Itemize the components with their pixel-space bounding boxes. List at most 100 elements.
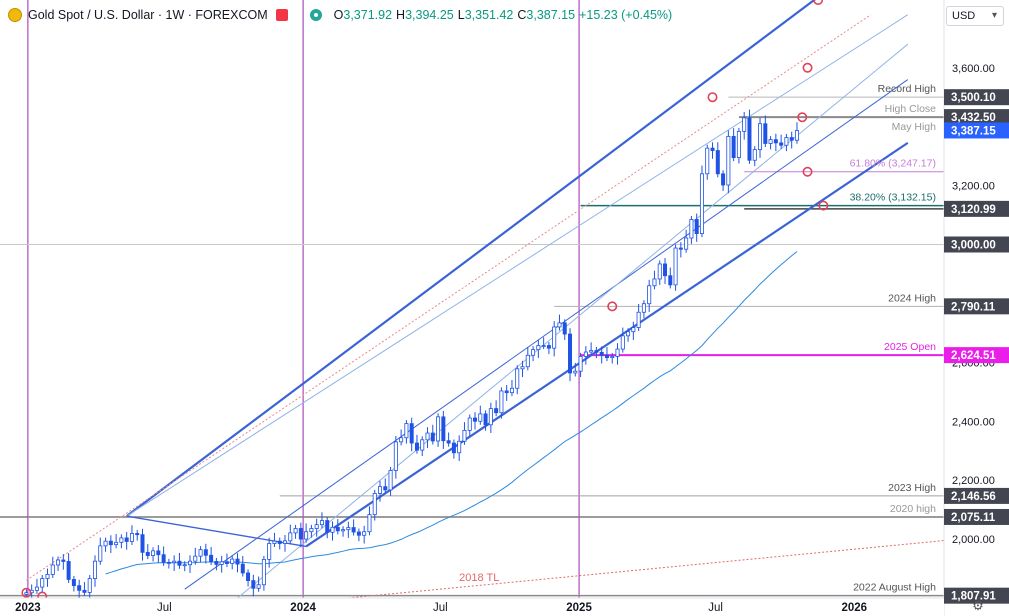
pivot-marker-4	[707, 92, 718, 103]
candle	[198, 546, 203, 563]
candle-body	[657, 263, 662, 280]
candle-body	[436, 416, 441, 442]
channel-dotted-median	[26, 14, 872, 581]
candle	[114, 534, 119, 549]
candle	[504, 385, 509, 401]
candle	[71, 575, 76, 592]
candle	[742, 111, 747, 140]
candle-body	[325, 520, 330, 533]
candle	[699, 165, 704, 238]
badge-level-3000: 3,000.00	[951, 240, 996, 252]
candle	[573, 362, 578, 377]
candle	[66, 553, 71, 583]
candle-body	[462, 429, 467, 442]
candle	[636, 304, 641, 332]
market-status-icon[interactable]	[309, 9, 322, 21]
close-label: C	[517, 8, 527, 22]
high-value: 3,394.25	[405, 8, 454, 22]
candle-body	[620, 335, 625, 350]
candle	[758, 117, 763, 158]
candle-body	[362, 531, 367, 536]
candle	[546, 342, 551, 355]
time-axis-background	[0, 598, 944, 616]
candle	[383, 478, 388, 494]
candle	[283, 534, 288, 552]
candle	[235, 553, 240, 573]
fib-618-label: 61.80% (3,247.17)	[850, 158, 936, 170]
candle-body	[578, 356, 583, 372]
candle-body	[114, 541, 119, 546]
candle-body	[699, 173, 704, 235]
time-axis-tick-label: 2024	[290, 602, 316, 614]
candle-body	[87, 578, 92, 593]
candle	[641, 300, 646, 319]
candle	[536, 339, 541, 358]
candle-body	[446, 440, 451, 444]
flag-icon[interactable]	[275, 9, 288, 21]
candle-body	[298, 528, 303, 540]
candle-body	[166, 561, 171, 564]
candle	[647, 279, 652, 312]
candle-body	[663, 263, 668, 277]
candle-body	[188, 560, 193, 566]
candle	[140, 528, 145, 561]
candle	[341, 526, 346, 537]
symbol-header: Gold Spot / U.S. Dollar · 1W · FOREXCOM …	[0, 0, 676, 30]
candle-body	[61, 559, 66, 562]
candle-body	[224, 561, 229, 564]
open-label: O	[333, 8, 344, 22]
candle	[77, 579, 82, 599]
candle	[478, 405, 483, 425]
candle	[462, 422, 467, 445]
time-axis-tick-label: 2023	[15, 602, 41, 614]
candle-body	[546, 345, 551, 349]
candle	[203, 543, 208, 564]
candle-body	[246, 572, 251, 582]
candle-body	[367, 514, 372, 533]
record-high-label: Record High	[878, 83, 937, 95]
candle	[409, 417, 414, 452]
candle-body	[378, 486, 383, 494]
candle-body	[335, 526, 340, 532]
candle	[752, 146, 757, 167]
candle-body	[520, 366, 525, 370]
candle	[177, 552, 182, 569]
candle-body	[636, 311, 641, 328]
candle	[678, 242, 683, 258]
candle	[103, 537, 108, 552]
badge-high-2020-bg	[944, 508, 1009, 525]
candle	[61, 554, 66, 570]
candle-body	[604, 354, 609, 359]
symbol-title[interactable]: Gold Spot / U.S. Dollar · 1W · FOREXCOM	[28, 8, 268, 22]
candle-body	[251, 580, 256, 589]
price-axis-tick-label: 3,200.00	[952, 181, 995, 193]
settings-gear-icon[interactable]: ⚙	[972, 598, 984, 613]
candle-body	[356, 531, 361, 536]
candle-body	[66, 561, 71, 580]
candle	[356, 528, 361, 542]
candle	[298, 522, 303, 548]
candle	[119, 534, 124, 549]
candle-body	[451, 442, 456, 454]
candle	[715, 142, 720, 178]
candle	[82, 582, 87, 596]
candle	[684, 229, 689, 253]
candle-body	[98, 545, 103, 562]
candle-body	[272, 540, 277, 544]
candle	[673, 244, 678, 291]
candle-body	[309, 528, 314, 533]
candle	[272, 532, 277, 548]
candle-body	[494, 408, 499, 414]
currency-selector[interactable]: USD ▾	[946, 6, 1004, 26]
candle-body	[509, 387, 514, 394]
open-value: 3,371.92	[343, 8, 393, 22]
badge-current-price-bg	[944, 122, 1009, 139]
candle	[473, 412, 478, 430]
candle	[483, 410, 488, 431]
candle-body	[203, 549, 208, 556]
candle-body	[562, 322, 567, 335]
candle-body	[731, 135, 736, 159]
candle	[583, 346, 588, 365]
